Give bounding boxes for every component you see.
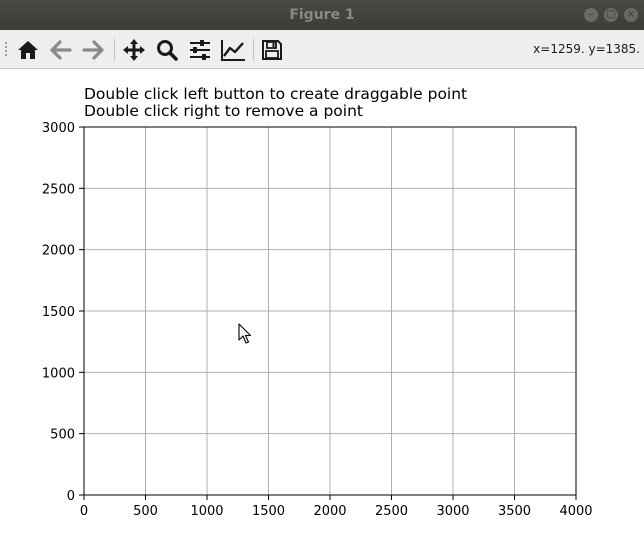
magnifier-icon	[157, 40, 178, 61]
edit-axis-button[interactable]	[220, 37, 246, 63]
close-button[interactable]: ×	[624, 8, 638, 22]
x-tick-label: 3500	[498, 504, 531, 519]
home-icon	[18, 41, 38, 59]
line-chart-icon	[221, 40, 245, 61]
toolbar-separator	[114, 39, 115, 61]
toolbar: x=1259. y=1385.	[0, 30, 644, 69]
y-tick-label: 2500	[42, 182, 75, 197]
y-tick-label: 1500	[42, 305, 75, 320]
subplots-button[interactable]	[187, 37, 213, 63]
save-button[interactable]	[259, 37, 285, 63]
cursor-coordinates: x=1259. y=1385.	[533, 42, 640, 56]
x-tick-label: 3000	[436, 504, 469, 519]
arrow-left-icon	[50, 40, 72, 60]
arrow-right-icon	[82, 40, 104, 60]
x-tick-label: 1500	[252, 504, 285, 519]
window-title: Figure 1	[289, 7, 355, 23]
plot-title-line-2: Double click right to remove a point	[84, 102, 363, 120]
mouse-pointer-icon	[238, 323, 252, 344]
x-tick-label: 1000	[190, 504, 223, 519]
pan-button[interactable]	[121, 37, 147, 63]
back-button[interactable]	[48, 37, 74, 63]
plot-title: Double click left button to create dragg…	[84, 86, 467, 120]
window-titlebar: Figure 1 – □ ×	[0, 0, 644, 30]
y-tick-label: 500	[50, 428, 75, 443]
y-tick-label: 3000	[42, 121, 75, 136]
x-tick-label: 2500	[375, 504, 408, 519]
x-tick-label: 500	[133, 504, 158, 519]
home-button[interactable]	[15, 37, 41, 63]
x-tick-label: 2000	[313, 504, 346, 519]
minimize-button[interactable]: –	[584, 8, 598, 22]
maximize-button[interactable]: □	[604, 8, 618, 22]
zoom-button[interactable]	[154, 37, 180, 63]
move-icon	[123, 39, 145, 61]
toolbar-separator	[253, 39, 254, 61]
x-tick-label: 0	[80, 504, 88, 519]
forward-button[interactable]	[80, 37, 106, 63]
y-tick-label: 1000	[42, 366, 75, 381]
toolbar-grip[interactable]	[4, 41, 8, 57]
plot-title-line-1: Double click left button to create dragg…	[84, 85, 468, 103]
y-tick-label: 0	[67, 489, 75, 504]
sliders-icon	[190, 40, 210, 60]
x-tick-label: 4000	[559, 504, 592, 519]
floppy-disk-icon	[262, 40, 282, 60]
y-tick-label: 2000	[42, 244, 75, 259]
